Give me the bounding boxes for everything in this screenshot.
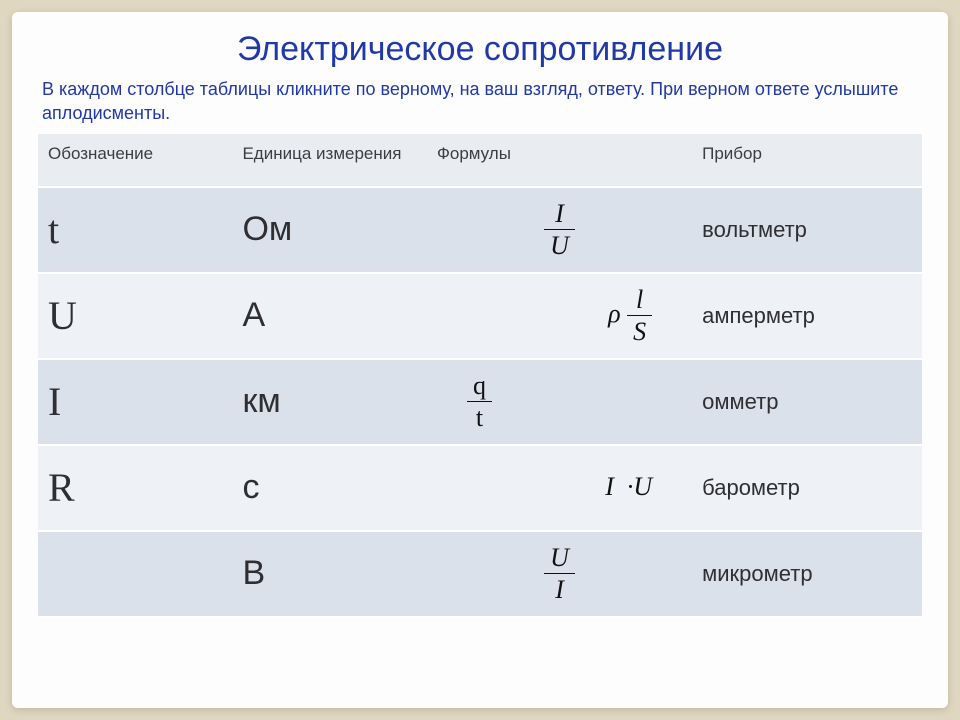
cell-device[interactable]: вольтметр bbox=[692, 187, 922, 273]
cell-device[interactable]: амперметр bbox=[692, 273, 922, 359]
header-row: Обозначение Единица измерения Формулы Пр… bbox=[38, 134, 922, 187]
formula: IU bbox=[544, 200, 575, 260]
quiz-table: Обозначение Единица измерения Формулы Пр… bbox=[38, 134, 922, 618]
cell-formula[interactable]: ρ lS bbox=[427, 273, 692, 359]
col-formula: Формулы bbox=[427, 134, 692, 187]
cell-symbol[interactable] bbox=[38, 531, 232, 617]
cell-unit[interactable]: Ом bbox=[232, 187, 426, 273]
cell-formula[interactable]: UI bbox=[427, 531, 692, 617]
cell-symbol[interactable]: U bbox=[38, 273, 232, 359]
cell-symbol[interactable]: t bbox=[38, 187, 232, 273]
cell-unit[interactable]: с bbox=[232, 445, 426, 531]
table-row: R с I ·U барометр bbox=[38, 445, 922, 531]
cell-formula[interactable]: I ·U bbox=[427, 445, 692, 531]
slide-card: Электрическое сопротивление В каждом сто… bbox=[12, 12, 948, 708]
formula: qt bbox=[467, 372, 492, 432]
table-row: t Ом IU вольтметр bbox=[38, 187, 922, 273]
col-symbol: Обозначение bbox=[38, 134, 232, 187]
cell-device[interactable]: омметр bbox=[692, 359, 922, 445]
table-row: В UI микрометр bbox=[38, 531, 922, 617]
cell-symbol[interactable]: R bbox=[38, 445, 232, 531]
table-row: I км qt омметр bbox=[38, 359, 922, 445]
formula: I ·U bbox=[605, 474, 652, 500]
cell-unit[interactable]: км bbox=[232, 359, 426, 445]
cell-formula[interactable]: IU bbox=[427, 187, 692, 273]
formula: ρ lS bbox=[608, 286, 652, 346]
table-row: U А ρ lS амперметр bbox=[38, 273, 922, 359]
cell-unit[interactable]: В bbox=[232, 531, 426, 617]
cell-symbol[interactable]: I bbox=[38, 359, 232, 445]
table-body: t Ом IU вольтметр U А ρ lS амперметр I к… bbox=[38, 187, 922, 617]
slide-title: Электрическое сопротивление bbox=[38, 30, 922, 69]
col-device: Прибор bbox=[692, 134, 922, 187]
cell-formula[interactable]: qt bbox=[427, 359, 692, 445]
cell-unit[interactable]: А bbox=[232, 273, 426, 359]
formula: UI bbox=[544, 544, 575, 604]
col-unit: Единица измерения bbox=[232, 134, 426, 187]
cell-device[interactable]: микрометр bbox=[692, 531, 922, 617]
instruction-text: В каждом столбце таблицы кликните по вер… bbox=[38, 77, 922, 126]
cell-device[interactable]: барометр bbox=[692, 445, 922, 531]
